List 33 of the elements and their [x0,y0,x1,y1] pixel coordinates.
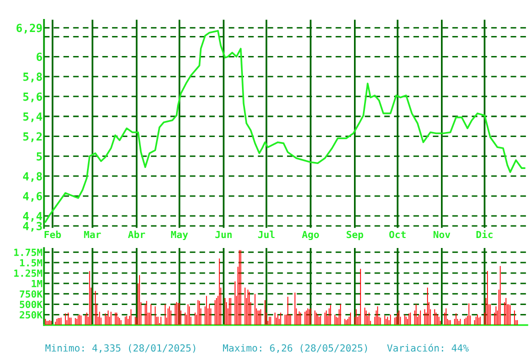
x-tick-label: Sep [346,230,364,240]
text: Variación: 44% [387,344,469,352]
y-tick-label: 6 [36,52,42,62]
x-tick-label: Abr [128,230,146,238]
x-tick-label: Jun [215,230,232,238]
y-tick-label: 5,2 [23,132,42,142]
y-tick-label: 1.25M [14,270,42,277]
x-tick-label: May [171,230,188,240]
y-tick-label: 250K [20,311,43,318]
y-tick-label: 6,29 [16,24,42,34]
x-tick-label: Jul [258,230,275,238]
y-tick-label: 4,8 [23,172,42,182]
y-tick-label: 1.75M [14,248,42,256]
y-tick-label: 1.5M [20,259,42,266]
y-tick-label: 1M [32,280,42,288]
y-tick-label: 5,6 [23,92,42,102]
text: Minimo: 4,335 (28/01/2025) [45,344,196,353]
y-tick-label: 5,4 [23,112,42,122]
y-tick-label: 4,6 [23,192,42,202]
text: Maximo: 6,26 (28/05/2025) [223,344,367,353]
line-series [44,30,526,223]
y-tick-label: 4,3 [23,222,42,232]
y-tick-label: 5,8 [23,72,42,82]
x-tick-label: Dic [476,230,493,238]
y-tick-label: 5 [36,152,42,161]
y-tick-label: 4,4 [23,212,42,222]
x-tick-label: Mar [84,230,101,238]
x-tick-label: Oct [389,230,406,238]
y-tick-label: 750K [20,290,43,298]
y-tick-label: 500K [20,300,43,308]
x-tick-label: Ago [302,230,319,240]
x-tick-label: Feb [44,230,61,238]
x-tick-label: Nov [434,230,450,238]
